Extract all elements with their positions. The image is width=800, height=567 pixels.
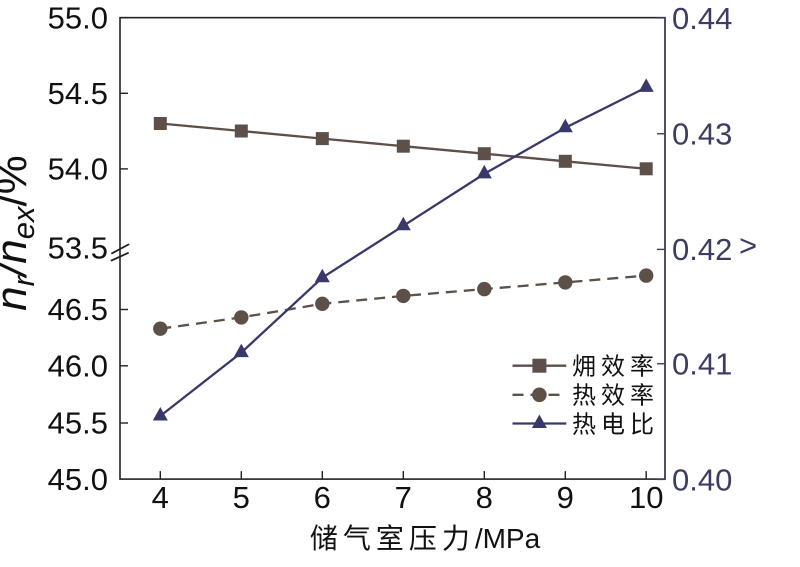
svg-text:8: 8 xyxy=(476,480,493,515)
svg-text:4: 4 xyxy=(152,480,169,515)
svg-text:0.42: 0.42 xyxy=(672,232,732,267)
svg-text:0.41: 0.41 xyxy=(672,347,732,382)
svg-text:nr/nex/%: nr/nex/% xyxy=(0,155,41,311)
svg-text:45.0: 45.0 xyxy=(48,462,108,497)
svg-text:7: 7 xyxy=(395,480,412,515)
svg-text:6: 6 xyxy=(314,480,331,515)
svg-text:10: 10 xyxy=(629,480,663,515)
svg-text:0.40: 0.40 xyxy=(672,462,732,497)
svg-text:热电比: 热电比 xyxy=(572,411,659,438)
svg-text:46.5: 46.5 xyxy=(48,292,108,327)
svg-text:㶲效率: 㶲效率 xyxy=(572,354,659,381)
svg-text:热效率: 热效率 xyxy=(572,383,659,410)
svg-text:储气室压力/MPa: 储气室压力/MPa xyxy=(310,523,541,554)
svg-text:45.5: 45.5 xyxy=(48,406,108,441)
svg-text:46.0: 46.0 xyxy=(48,348,108,383)
svg-text:0.43: 0.43 xyxy=(672,117,732,152)
svg-text:55.0: 55.0 xyxy=(48,1,108,36)
svg-text:0.44: 0.44 xyxy=(672,1,732,36)
svg-text:5: 5 xyxy=(233,480,250,515)
svg-text:>: > xyxy=(739,228,757,263)
svg-text:54.5: 54.5 xyxy=(48,76,108,111)
svg-text:53.5: 53.5 xyxy=(48,231,108,266)
svg-text:9: 9 xyxy=(557,480,574,515)
svg-text:54.0: 54.0 xyxy=(48,152,108,187)
